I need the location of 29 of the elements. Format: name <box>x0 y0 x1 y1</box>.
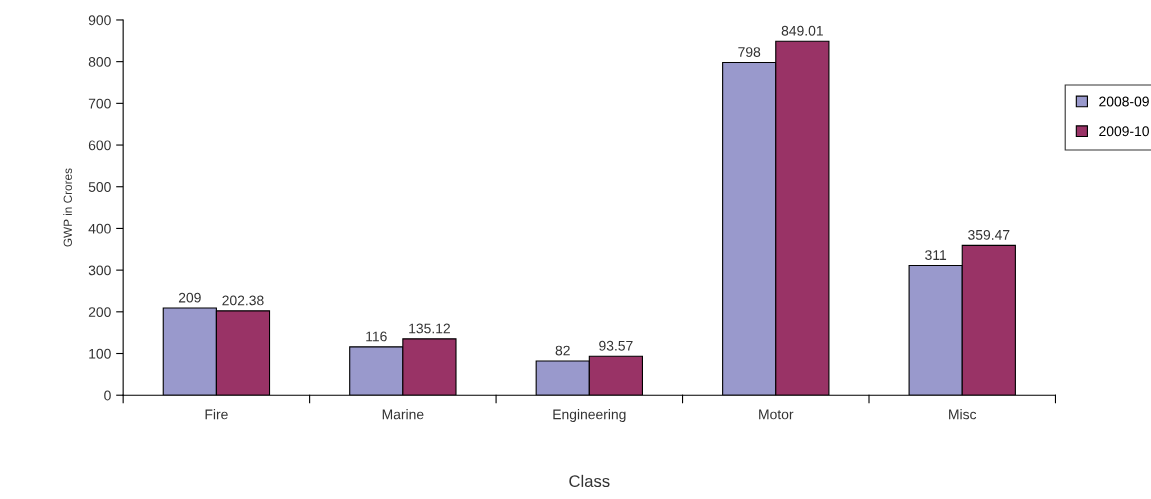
y-tick-label: 600 <box>88 140 111 151</box>
y-tick-label: 300 <box>88 265 111 276</box>
y-tick-label: 0 <box>104 390 111 401</box>
x-tick-label: Engineering <box>553 409 626 423</box>
data-label: 849.01 <box>781 25 823 36</box>
y-tick-label: 100 <box>89 348 111 359</box>
y-tick-label: 200 <box>88 307 111 317</box>
data-label: 798 <box>738 47 761 57</box>
y-axis-title: GWP in Crores <box>63 168 72 247</box>
data-label: 116 <box>366 331 387 342</box>
data-label: 209 <box>178 292 201 303</box>
data-label: 82 <box>555 345 570 356</box>
x-tick-label: Motor <box>759 409 794 420</box>
y-tick-label: 500 <box>88 182 111 192</box>
y-tick-label: 800 <box>88 56 111 67</box>
y-tick-label: 900 <box>88 15 111 26</box>
y-tick-label: 400 <box>88 223 111 234</box>
data-label: 135.12 <box>409 323 450 334</box>
x-tick-label: Misc <box>949 409 977 420</box>
x-tick-label: Fire <box>205 409 228 420</box>
x-tick-label: Marine <box>382 409 424 420</box>
legend-label: 2008-09 <box>1099 96 1149 107</box>
data-label: 359.47 <box>968 229 1010 240</box>
legend-label: 2009-10 <box>1099 126 1149 137</box>
data-label: 311 <box>925 250 947 261</box>
x-axis-title: Class <box>569 474 610 488</box>
y-tick-label: 700 <box>88 98 111 109</box>
data-label: 93.57 <box>599 340 633 351</box>
data-label: 202.38 <box>222 295 264 306</box>
